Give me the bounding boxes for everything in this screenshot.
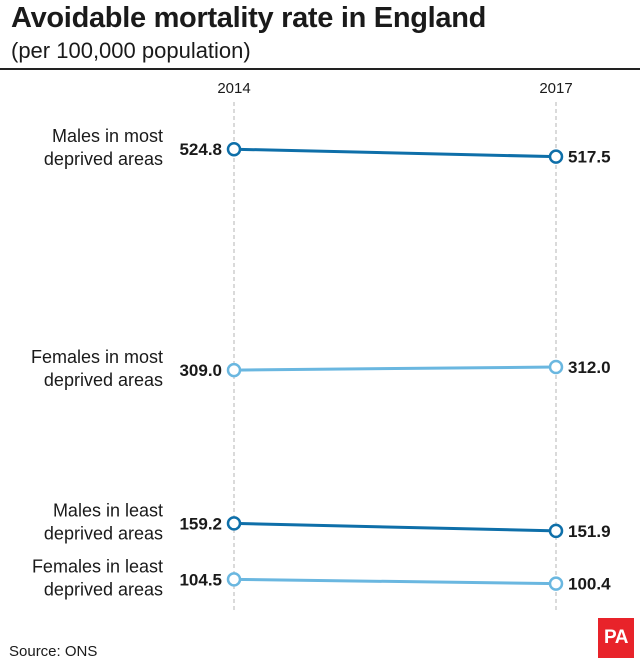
value-label-0-end: 517.5 xyxy=(568,148,611,167)
data-point-3-1 xyxy=(548,576,564,591)
series-line-2 xyxy=(233,521,557,533)
source-note: Source: ONS xyxy=(9,643,98,660)
series-name-1: Females in most deprived areas xyxy=(31,347,163,390)
year-label-2017: 2017 xyxy=(539,80,572,97)
data-point-3-0 xyxy=(226,572,242,587)
series-name-0: Males in most deprived areas xyxy=(44,126,163,169)
series-line-0 xyxy=(233,147,557,159)
series-line-1 xyxy=(233,365,557,372)
year-label-2014: 2014 xyxy=(217,80,250,97)
value-label-3-start: 104.5 xyxy=(179,570,222,589)
value-label-1-end: 312.0 xyxy=(568,358,611,377)
value-label-2-start: 159.2 xyxy=(179,514,222,533)
value-label-1-start: 309.0 xyxy=(179,361,222,380)
value-label-2-end: 151.9 xyxy=(568,522,611,541)
value-label-0-start: 524.8 xyxy=(179,140,222,159)
chart-subtitle: (per 100,000 population) xyxy=(11,38,251,63)
data-point-1-0 xyxy=(226,362,242,378)
title-divider xyxy=(0,68,640,70)
chart-title: Avoidable mortality rate in England xyxy=(11,2,487,34)
series-name-3: Females in least deprived areas xyxy=(32,556,163,599)
data-point-0-1 xyxy=(548,149,564,164)
data-point-0-0 xyxy=(226,141,242,157)
value-label-3-end: 100.4 xyxy=(568,575,611,594)
data-point-1-1 xyxy=(548,359,564,375)
data-point-2-1 xyxy=(548,523,564,539)
data-point-2-0 xyxy=(226,516,242,531)
series-line-3 xyxy=(233,577,557,586)
series-name-2: Males in least deprived areas xyxy=(44,500,163,543)
pa-logo: PA xyxy=(598,618,634,658)
